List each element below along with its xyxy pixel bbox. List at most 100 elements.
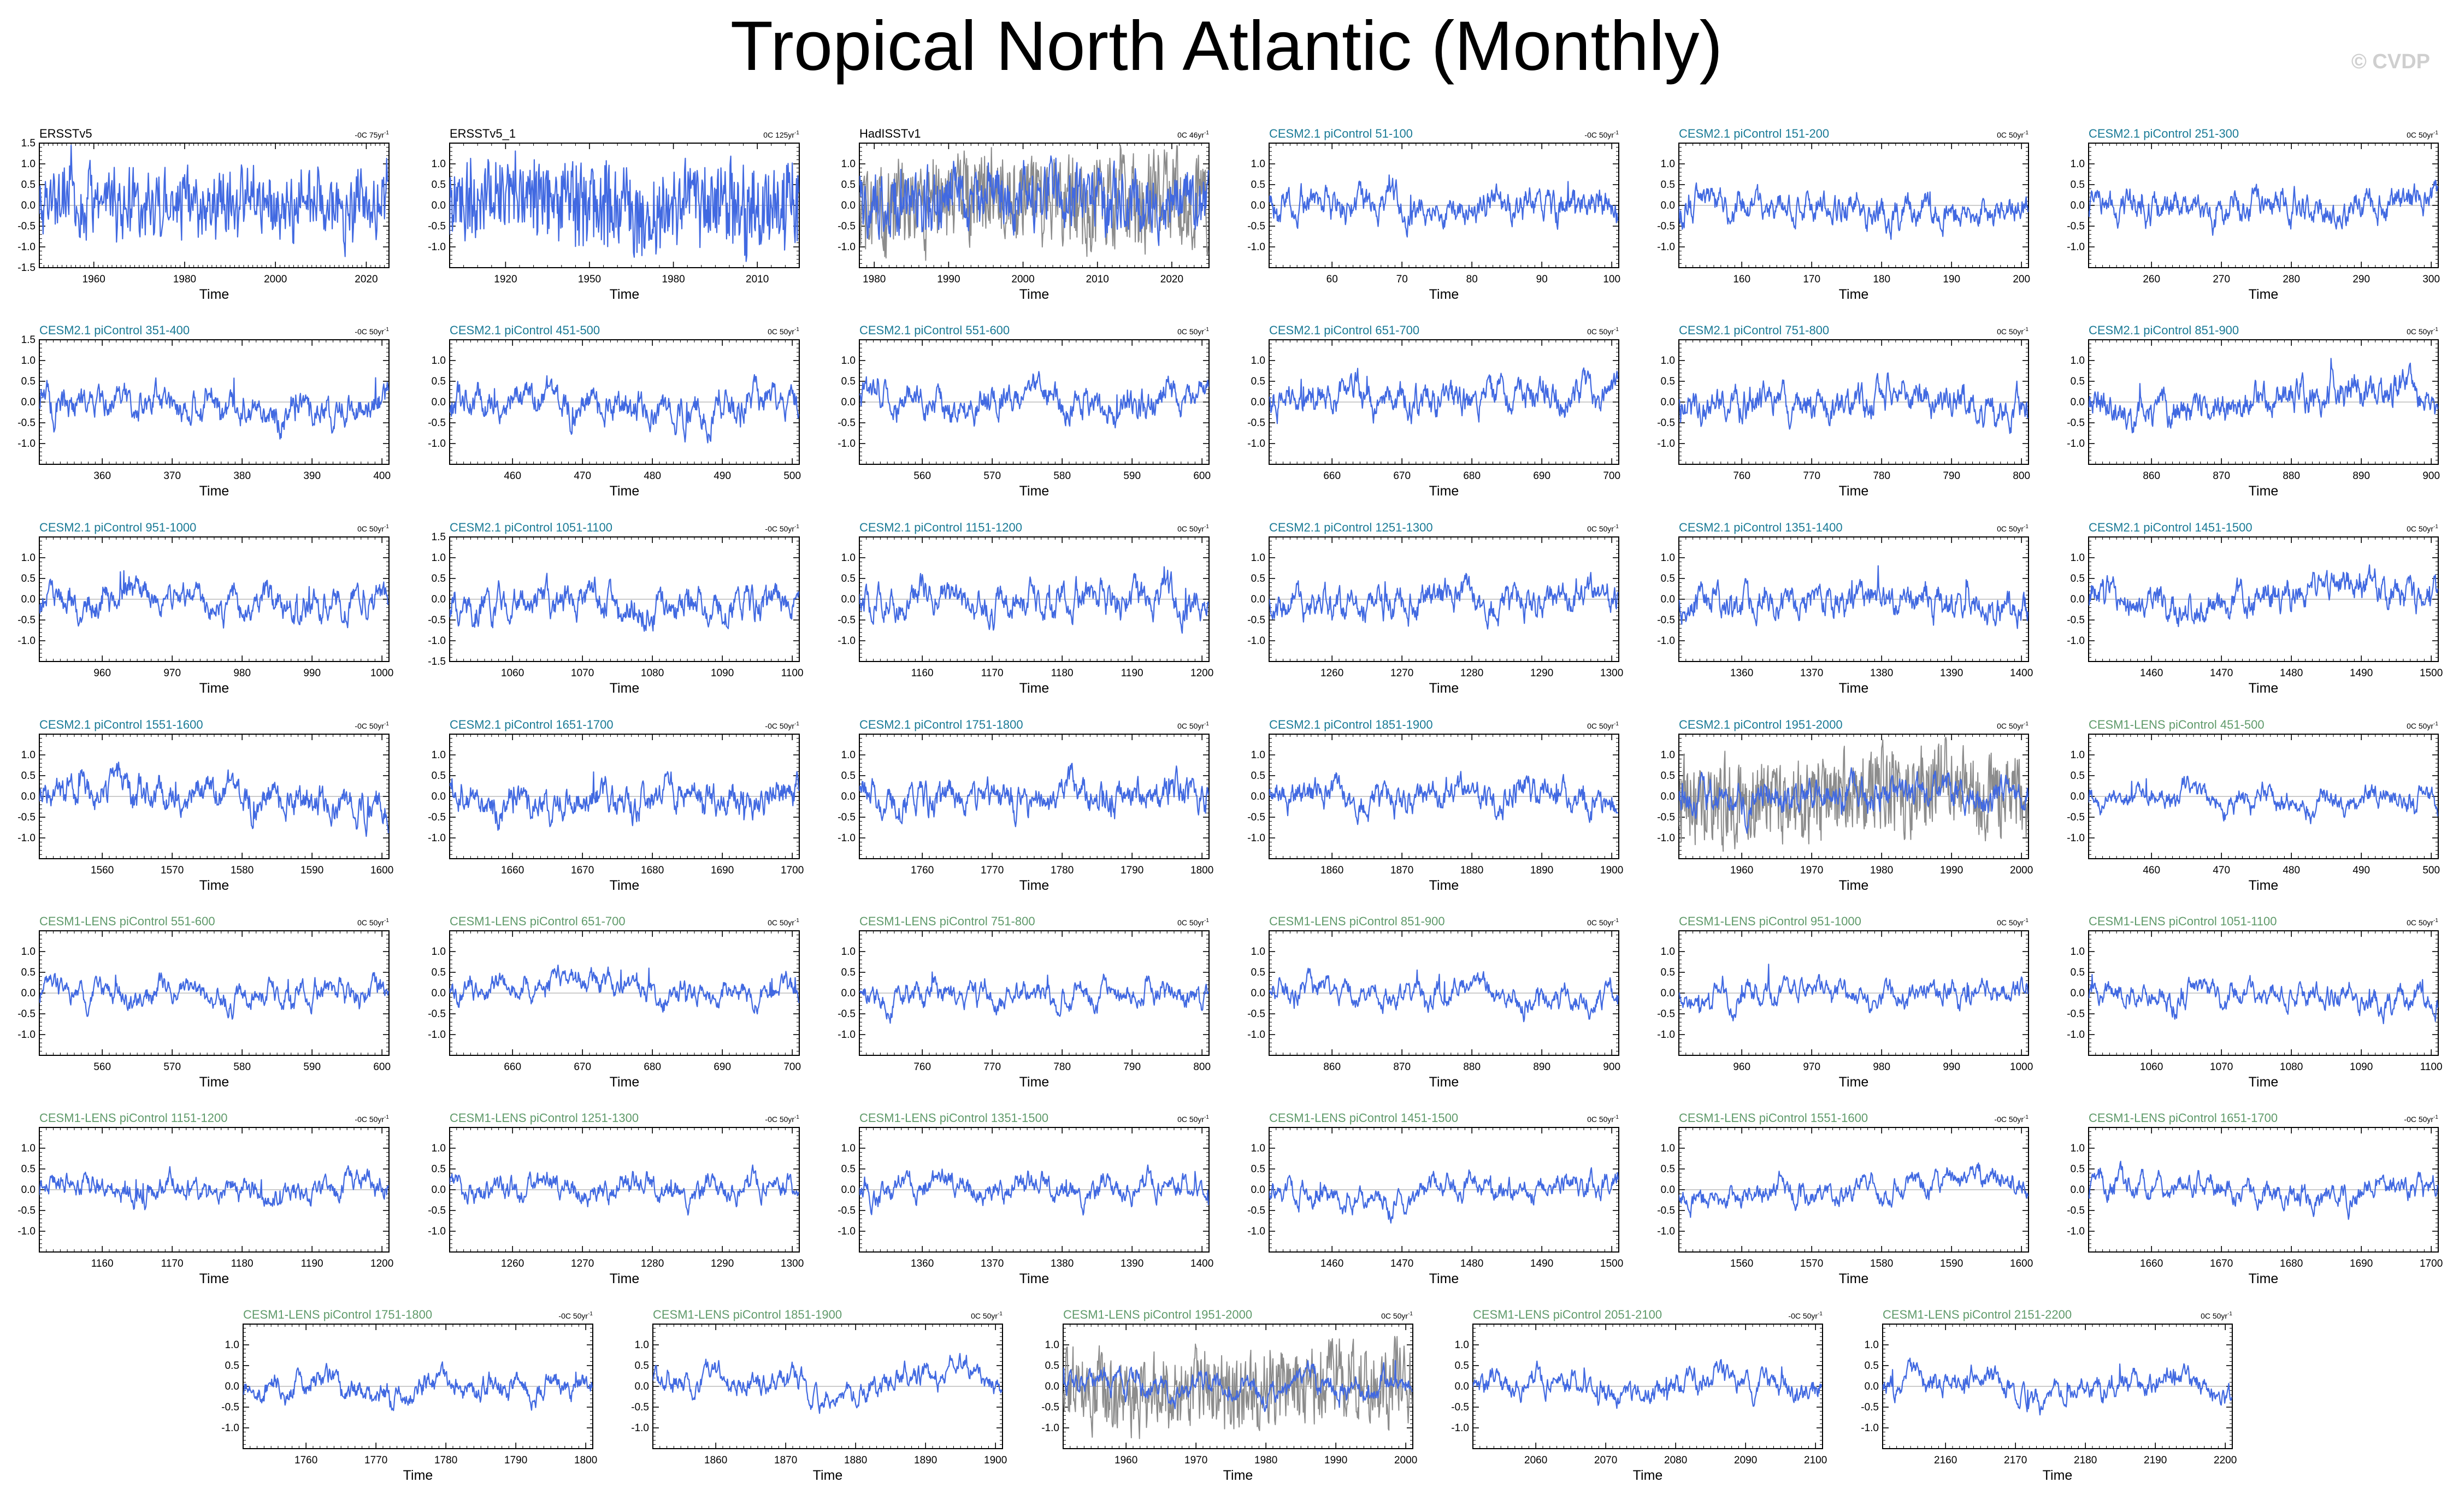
y-tick-label: 1.0	[1661, 749, 1675, 761]
chart-panel: CESM2.1 piControl 651-700 0C 50yr-1 660 670…	[1247, 323, 1620, 499]
chart-title: CESM1-LENS piControl 1051-1100	[2089, 914, 2277, 928]
x-tick-label: 1600	[2010, 1258, 2033, 1269]
y-tick-label: -0.5	[631, 1402, 649, 1413]
x-tick-label: 1360	[1730, 668, 1753, 679]
x-tick-label: 980	[1873, 1061, 1890, 1073]
x-tick-label: 1280	[641, 1258, 664, 1269]
x-tick-label: 1470	[1390, 1258, 1413, 1269]
y-tick-label: 0.0	[841, 988, 856, 999]
x-tick-label: 890	[1533, 1061, 1550, 1073]
series-line	[39, 570, 389, 629]
y-tick-label: 0.0	[1045, 1381, 1059, 1392]
series-line	[450, 572, 799, 632]
y-tick-label: -1.0	[2067, 438, 2085, 450]
x-tick-label: 1390	[1121, 1258, 1143, 1269]
x-tick-label: 1890	[1530, 865, 1553, 876]
x-tick-label: 1770	[981, 865, 1004, 876]
series-line	[2089, 1160, 2438, 1220]
trend-label: 0C 50yr-1	[357, 918, 389, 927]
x-axis-label: Time	[1429, 1074, 1459, 1090]
y-tick-label: -0.5	[1247, 812, 1265, 823]
chart-title: CESM2.1 piControl 351-400	[39, 323, 190, 337]
y-tick-label: 0.0	[432, 1184, 446, 1196]
y-tick-label: -1.0	[17, 832, 36, 844]
x-tick-label: 790	[1943, 470, 1960, 482]
x-axis-label: Time	[1429, 1271, 1459, 1286]
series-line	[653, 1352, 1003, 1414]
trend-label: 0C 50yr-1	[357, 524, 389, 533]
x-tick-label: 1920	[494, 274, 517, 285]
y-tick-label: -0.5	[838, 812, 856, 823]
y-tick-label: 0.5	[1661, 770, 1675, 782]
x-tick-label: 1270	[1390, 668, 1413, 679]
y-tick-label: -0.5	[17, 615, 36, 626]
x-axis-label: Time	[1429, 483, 1459, 499]
y-tick-label: -1.5	[428, 656, 446, 668]
y-tick-label: 0.0	[225, 1381, 239, 1392]
series-line	[1063, 1360, 1413, 1412]
y-tick-label: 0.5	[21, 573, 36, 584]
y-tick-label: -0.5	[2067, 1205, 2085, 1216]
x-tick-label: 1480	[1460, 1258, 1483, 1269]
y-tick-label: 1.0	[21, 1143, 36, 1154]
x-axis-label: Time	[1429, 287, 1459, 302]
chart-panel: CESM2.1 piControl 1551-1600 -0C 50yr-1 156…	[17, 718, 393, 893]
y-tick-label: 1.0	[1251, 355, 1265, 367]
y-tick-label: -0.5	[2067, 615, 2085, 626]
y-tick-label: 1.0	[21, 552, 36, 564]
y-tick-label: 0.0	[1251, 397, 1265, 408]
x-tick-label: 1780	[1051, 865, 1074, 876]
y-tick-label: -1.0	[428, 635, 446, 647]
x-tick-label: 1500	[2420, 668, 2443, 679]
y-tick-label: -0.5	[1657, 615, 1675, 626]
trend-label: -0C 50yr-1	[355, 1114, 389, 1124]
chart-panel: CESM1-LENS piControl 551-600 0C 50yr-1 560…	[17, 914, 391, 1090]
x-tick-label: 2010	[746, 274, 769, 285]
chart-panel: CESM1-LENS piControl 1351-1500 0C 50yr-1 1…	[838, 1111, 1213, 1286]
x-tick-label: 360	[93, 470, 111, 482]
x-tick-label: 690	[1533, 470, 1550, 482]
trend-label: -0C 50yr-1	[2404, 1114, 2438, 1124]
x-tick-label: 1960	[1730, 865, 1753, 876]
chart-panel: CESM2.1 piControl 751-800 0C 50yr-1 760 770…	[1657, 323, 2030, 499]
x-tick-label: 2020	[1160, 274, 1183, 285]
x-tick-label: 2100	[1804, 1455, 1827, 1466]
x-tick-label: 370	[163, 470, 181, 482]
trend-label: 0C 50yr-1	[1177, 524, 1209, 533]
x-tick-label: 570	[983, 470, 1001, 482]
trend-label: 0C 50yr-1	[2407, 918, 2438, 927]
x-tick-label: 1600	[370, 865, 393, 876]
y-tick-label: -0.5	[838, 221, 856, 232]
trend-label: -0C 50yr-1	[765, 524, 799, 533]
y-tick-label: -1.0	[1247, 241, 1265, 253]
y-tick-label: 0.0	[432, 594, 446, 605]
x-tick-label: 800	[1193, 1061, 1211, 1073]
chart-panel: ERSSTv5 -0C 75yr-1 1960 1980 2000 2020 -1.5 -1.…	[17, 127, 390, 302]
y-tick-label: 0.0	[635, 1381, 649, 1392]
x-tick-label: 670	[574, 1061, 591, 1073]
y-tick-label: 0.0	[1661, 1184, 1675, 1196]
series-line	[450, 771, 799, 831]
series-line-overlay	[1679, 736, 2029, 852]
x-tick-label: 760	[1733, 470, 1750, 482]
y-tick-label: 0.5	[2071, 1163, 2085, 1175]
x-tick-label: 60	[1326, 274, 1338, 285]
x-tick-label: 1070	[571, 668, 594, 679]
y-tick-label: 1.0	[432, 946, 446, 958]
series-line	[859, 566, 1209, 634]
trend-label: 0C 50yr-1	[1177, 1114, 1209, 1124]
x-tick-label: 470	[574, 470, 591, 482]
series-line	[1679, 964, 2029, 1021]
trend-label: 0C 50yr-1	[1177, 327, 1209, 336]
x-tick-label: 870	[1393, 1061, 1411, 1073]
y-tick-label: 1.0	[1661, 355, 1675, 367]
y-tick-label: 0.0	[2071, 1184, 2085, 1196]
chart-panel: CESM1-LENS piControl 1751-1800 -0C 50yr-1…	[221, 1308, 597, 1483]
x-tick-label: 900	[2422, 470, 2440, 482]
chart-title: CESM2.1 piControl 1251-1300	[1269, 521, 1433, 534]
series-line	[859, 155, 1209, 246]
y-tick-label: 0.5	[1251, 573, 1265, 584]
y-tick-label: 0.0	[1661, 791, 1675, 802]
chart-title: CESM1-LENS piControl 851-900	[1269, 914, 1445, 928]
